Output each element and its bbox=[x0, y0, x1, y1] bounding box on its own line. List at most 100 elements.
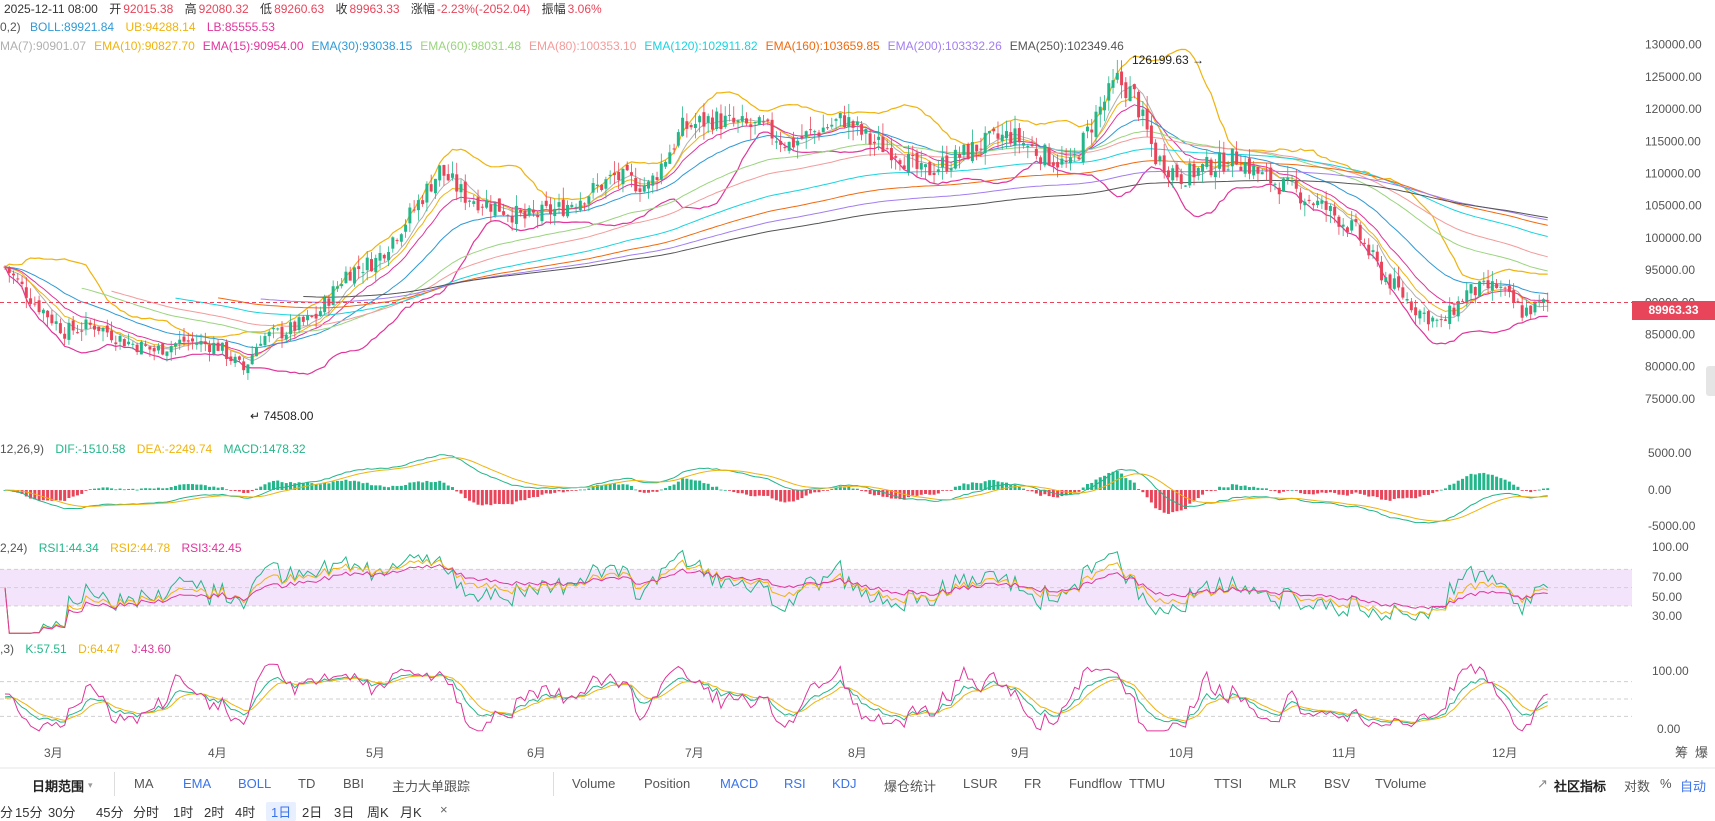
macd-histogram-bar bbox=[225, 489, 229, 491]
candle-body bbox=[723, 115, 727, 127]
candle-body bbox=[1277, 187, 1281, 195]
macd-histogram-bar bbox=[847, 487, 851, 490]
main-indicator-5[interactable]: 主力大单跟踪 bbox=[392, 779, 471, 794]
side-panel-handle[interactable] bbox=[1706, 366, 1715, 396]
macd-histogram-bar bbox=[1367, 490, 1371, 497]
macd-histogram-bar bbox=[1260, 488, 1264, 490]
macd-histogram-bar bbox=[787, 490, 791, 502]
sub-indicator-12[interactable]: BSV bbox=[1324, 776, 1351, 791]
macd-histogram-bar bbox=[1341, 490, 1345, 495]
auto-scale-toggle[interactable]: 自动 bbox=[1680, 779, 1707, 794]
macd-histogram-bar bbox=[169, 487, 173, 490]
period-option[interactable]: 2时 bbox=[204, 805, 225, 820]
candle-body bbox=[1448, 305, 1452, 324]
period-option[interactable]: 1日 bbox=[266, 802, 297, 821]
ohlc-header: 2025-12-11 08:00 开 92015.38 高 92080.32 低 89… bbox=[0, 0, 610, 18]
low-value: 89260.63 bbox=[274, 2, 325, 16]
macd-histogram-bar bbox=[804, 490, 808, 496]
period-option[interactable]: 3日 bbox=[334, 805, 355, 820]
main-indicator-1[interactable]: EMA bbox=[183, 776, 212, 791]
macd-histogram-bar bbox=[331, 481, 335, 490]
change-value: -2.23%(-2052.04) bbox=[436, 2, 531, 16]
period-option[interactable]: 30分 bbox=[48, 805, 76, 820]
candle-body bbox=[186, 340, 190, 342]
date-range-button[interactable]: 日期范围 bbox=[32, 779, 85, 794]
period-option[interactable]: 15分 bbox=[15, 805, 43, 820]
macd-histogram-bar bbox=[152, 488, 156, 490]
rsi-legend: 2,24) RSI1:44.34 RSI2:44.78 RSI3:42.45 bbox=[0, 539, 250, 557]
candle-body bbox=[681, 117, 685, 136]
period-option[interactable]: 分 bbox=[0, 805, 14, 820]
candle-body bbox=[804, 131, 808, 137]
sub-indicator-11[interactable]: MLR bbox=[1269, 776, 1297, 791]
macd-histogram-bar bbox=[1426, 490, 1430, 495]
period-option[interactable]: 分时 bbox=[133, 805, 160, 820]
candle-body bbox=[1431, 317, 1435, 322]
sub-indicator-0[interactable]: Volume bbox=[572, 776, 616, 791]
macd-histogram-bar bbox=[1418, 490, 1422, 497]
date-range-caret-icon[interactable]: ▾ bbox=[88, 780, 93, 790]
sub-indicator-4[interactable]: KDJ bbox=[832, 776, 857, 791]
macd-histogram-bar bbox=[1162, 490, 1166, 513]
month-tick-label: 11月 bbox=[1332, 746, 1356, 760]
macd-histogram-bar bbox=[587, 488, 591, 490]
candle-body bbox=[1141, 109, 1145, 116]
month-tick-label: 9月 bbox=[1011, 746, 1030, 760]
candle-body bbox=[335, 286, 339, 289]
candle-body bbox=[229, 356, 233, 362]
candle-body bbox=[932, 172, 936, 176]
macd-histogram-bar bbox=[936, 490, 940, 494]
macd-histogram-bar bbox=[1541, 488, 1545, 490]
sub-indicator-5[interactable]: 爆仓统计 bbox=[884, 779, 937, 794]
main-indicator-2[interactable]: BOLL bbox=[238, 776, 272, 791]
macd-histogram-bar bbox=[651, 490, 655, 492]
candle-body bbox=[1269, 167, 1273, 184]
candle-body bbox=[1294, 180, 1298, 189]
macd-histogram-bar bbox=[24, 490, 28, 497]
period-option[interactable]: 45分 bbox=[96, 805, 124, 820]
period-option[interactable]: 月K bbox=[400, 805, 422, 820]
close-periods-icon[interactable]: × bbox=[440, 802, 448, 817]
macd-histogram-bar bbox=[1239, 485, 1243, 490]
period-option[interactable]: 周K bbox=[367, 805, 389, 820]
candle-body bbox=[561, 199, 565, 216]
candle-body bbox=[855, 121, 859, 125]
chip-distribution-toggle: 筹 bbox=[1675, 745, 1688, 760]
macd-histogram-bar bbox=[941, 490, 945, 491]
candle-body bbox=[195, 343, 199, 345]
sub-indicator-3[interactable]: RSI bbox=[784, 776, 806, 791]
sub-indicator-8[interactable]: Fundflow bbox=[1069, 776, 1122, 791]
candle-body bbox=[1213, 170, 1217, 178]
community-indicators-button[interactable]: 社区指标 bbox=[1554, 779, 1607, 794]
date-label: 2025-12-11 08:00 bbox=[4, 2, 98, 16]
candle-body bbox=[254, 347, 258, 357]
macd-histogram-bar bbox=[1154, 490, 1158, 509]
candle-body bbox=[668, 152, 672, 164]
macd-histogram-bar bbox=[297, 482, 301, 490]
sub-indicator-1[interactable]: Position bbox=[644, 776, 691, 791]
period-option[interactable]: 2日 bbox=[302, 805, 323, 820]
sub-indicator-9[interactable]: TTMU bbox=[1129, 776, 1166, 791]
period-option[interactable]: 4时 bbox=[235, 805, 256, 820]
macd-histogram-bar bbox=[1209, 490, 1213, 492]
main-indicator-0[interactable]: MA bbox=[134, 776, 154, 791]
candle-body bbox=[1171, 168, 1175, 181]
macd-histogram-bar bbox=[868, 490, 872, 495]
candle-body bbox=[365, 257, 369, 271]
sub-indicator-7[interactable]: FR bbox=[1024, 776, 1042, 791]
main-indicator-4[interactable]: BBI bbox=[343, 776, 364, 791]
sub-indicator-2[interactable]: MACD bbox=[720, 776, 759, 791]
log-scale-toggle[interactable]: 对数 bbox=[1624, 779, 1651, 794]
macd-axis-tick: -5000.00 bbox=[1648, 519, 1696, 533]
main-indicator-3[interactable]: TD bbox=[298, 776, 316, 791]
macd-histogram-bar bbox=[566, 490, 570, 492]
community-edit-icon[interactable]: ↗ bbox=[1537, 776, 1548, 791]
candle-body bbox=[970, 142, 974, 162]
sub-indicator-13[interactable]: TVolume bbox=[1375, 776, 1427, 791]
sub-indicator-6[interactable]: LSUR bbox=[963, 776, 998, 791]
sub-indicator-10[interactable]: TTSI bbox=[1214, 776, 1243, 791]
candle-body bbox=[732, 117, 736, 123]
percent-toggle[interactable]: % bbox=[1660, 776, 1672, 791]
period-option[interactable]: 1时 bbox=[173, 805, 194, 820]
